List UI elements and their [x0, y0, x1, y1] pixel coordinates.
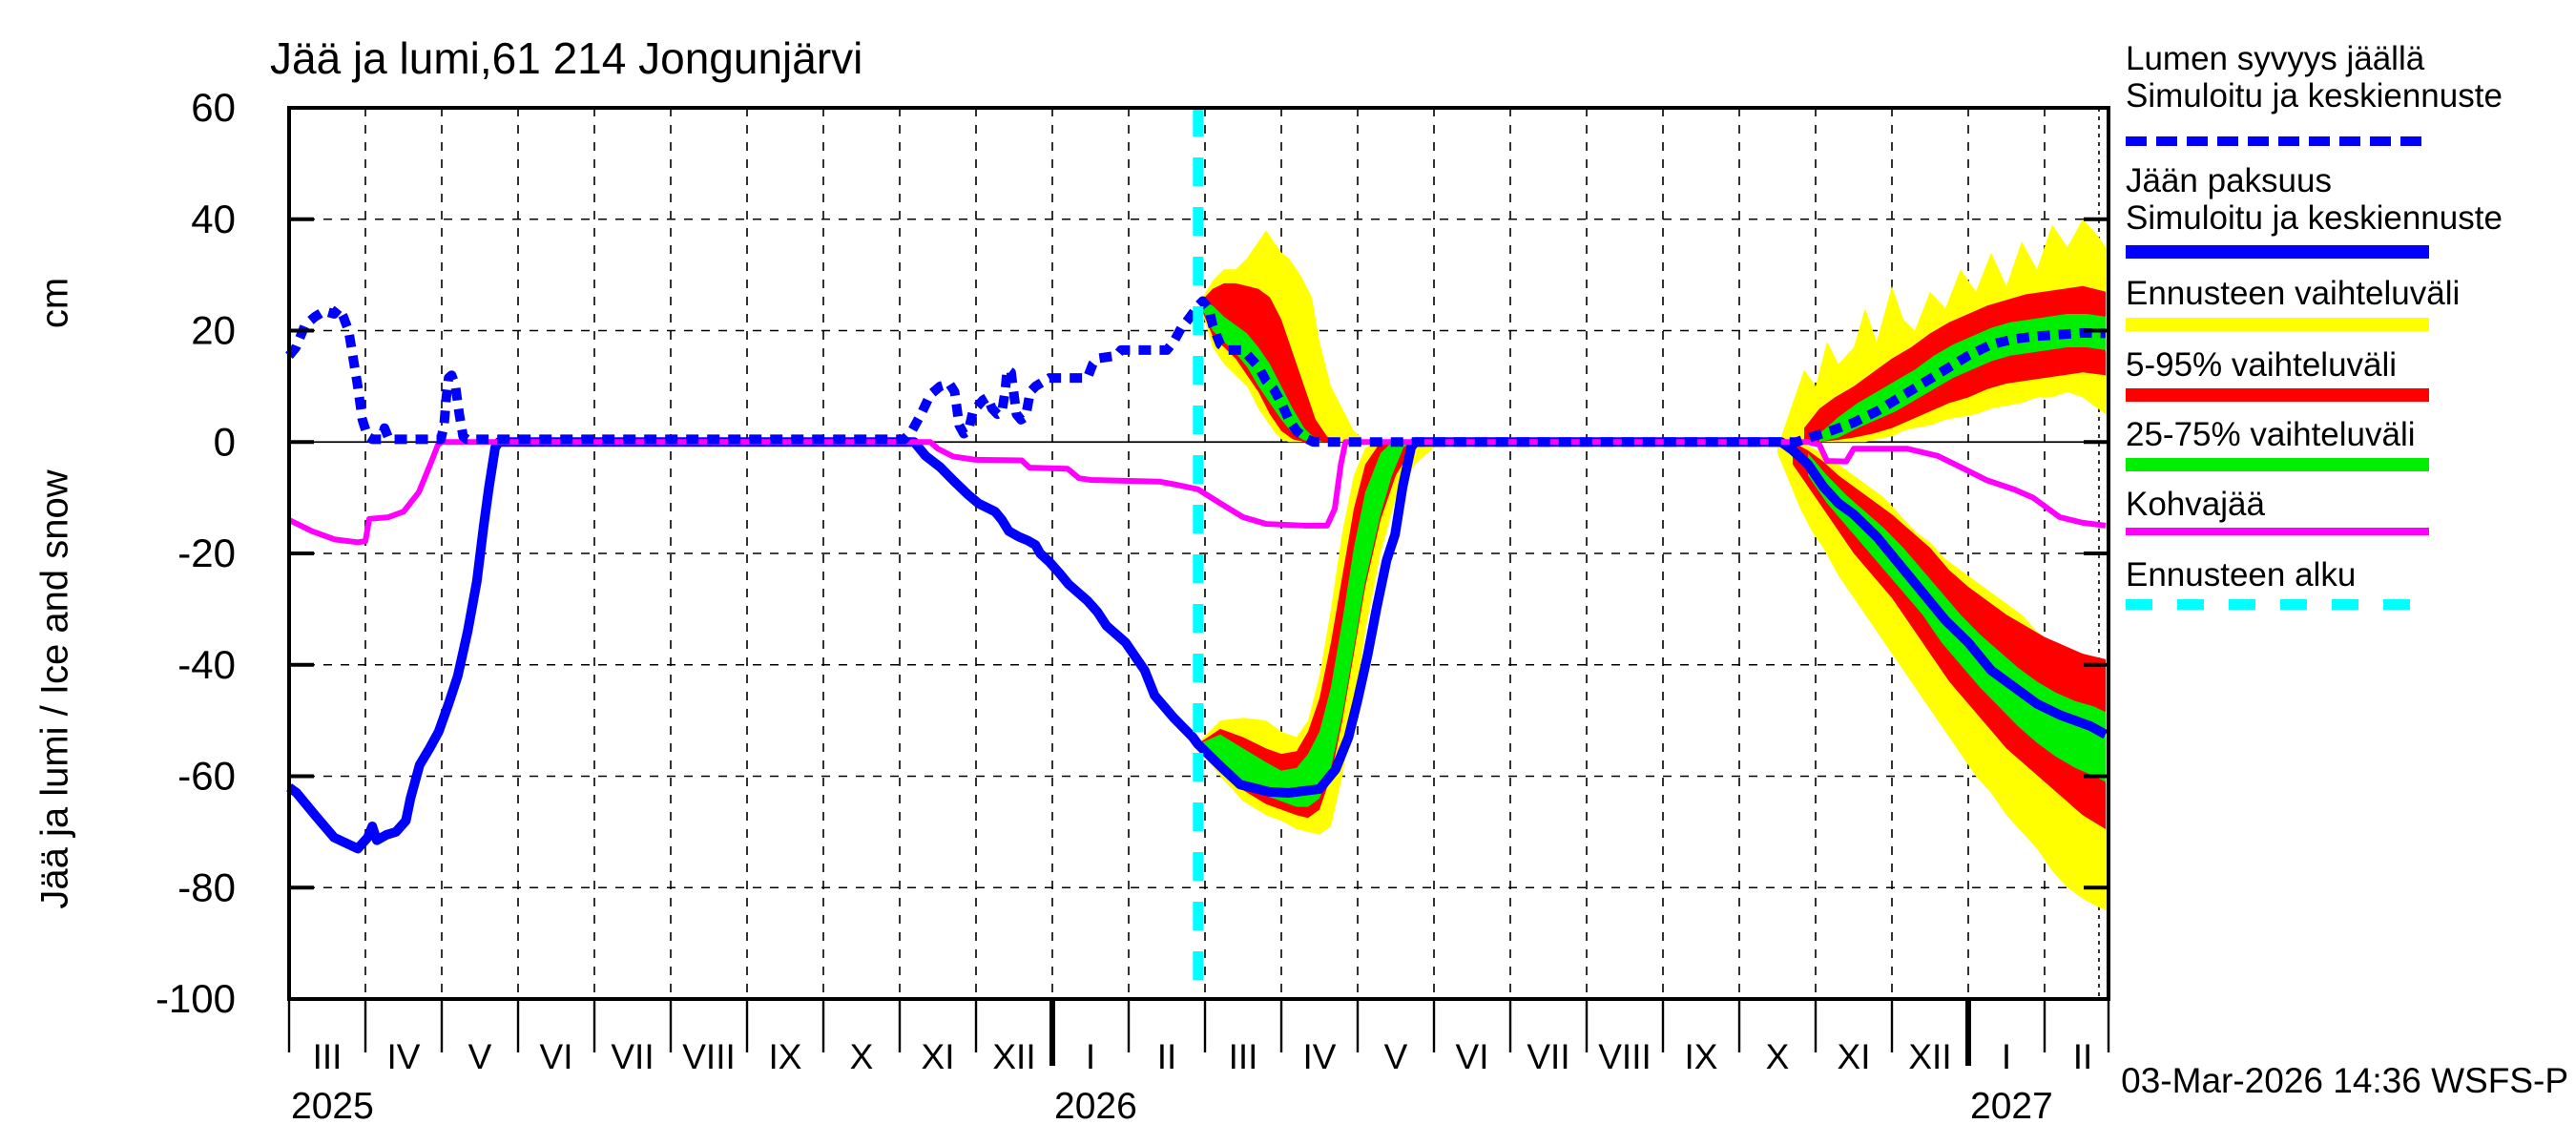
month-label: IX [769, 1037, 802, 1076]
line-snow-depth-on-ice-simulated-median [285, 296, 2107, 448]
month-label: VIII [1598, 1037, 1652, 1076]
month-label: VI [1456, 1037, 1489, 1076]
y-tick-label: -100 [156, 976, 236, 1021]
month-label: II [1157, 1037, 1177, 1076]
y-tick-label: 20 [191, 308, 236, 353]
green-band-swatch-icon [2126, 458, 2429, 471]
yellow-band-swatch-icon [2126, 318, 2429, 331]
legend-entry-green-band: 25-75% vaihteluväli [2126, 416, 2574, 471]
magenta-line-swatch-icon [2126, 528, 2429, 535]
month-label: V [1384, 1037, 1408, 1076]
year-label: 2027 [1970, 1086, 2053, 1127]
month-label: VIII [682, 1037, 736, 1076]
month-label: IV [1303, 1037, 1337, 1076]
legend-entry-magenta-line: Kohvajää [2126, 486, 2574, 535]
band-spring2026-snow-minmax [1201, 230, 1373, 443]
month-label: II [2073, 1037, 2093, 1076]
y-tick-label: -60 [177, 754, 236, 799]
legend-label: Ennusteen alku [2126, 556, 2357, 593]
blue-dashed-swatch-icon [2126, 136, 2429, 146]
year-label: 2026 [1054, 1086, 1137, 1127]
cyan-dashed-swatch-icon [2126, 599, 2429, 610]
y-tick-label: -80 [177, 864, 236, 909]
legend-label: Simuloitu ja keskiennuste [2126, 199, 2503, 237]
y-tick-label: 60 [191, 85, 236, 130]
legend-entry-blue-dashed: Lumen syvyys jäällä Simuloitu ja keskienn… [2126, 40, 2574, 146]
legend-label: Kohvajää [2126, 486, 2265, 523]
y-tick-label: -40 [177, 642, 236, 687]
legend-entry-yellow-band: Ennusteen vaihteluväli [2126, 275, 2574, 331]
line-ice-thickness-simulated-median [286, 437, 2109, 854]
month-label: X [850, 1037, 874, 1076]
month-label: XII [1908, 1037, 1951, 1076]
month-label: VI [540, 1037, 573, 1076]
month-label: XI [1838, 1037, 1871, 1076]
band-winter2027-snow-25-75 [1819, 313, 2106, 443]
legend-label: Lumen syvyys jäällä [2126, 40, 2425, 77]
legend-entry-blue-solid: Jään paksuus Simuloitu ja keskiennuste [2126, 162, 2574, 259]
legend-label: Ennusteen vaihteluväli [2126, 275, 2461, 312]
month-label: VII [611, 1037, 654, 1076]
y-tick-label: -20 [177, 531, 236, 575]
blue-solid-swatch-icon [2126, 245, 2429, 259]
month-label: III [1229, 1037, 1258, 1076]
chart-title: Jää ja lumi,61 214 Jongunjärvi [270, 33, 863, 83]
legend-label: 25-75% vaihteluväli [2126, 416, 2416, 453]
month-label: V [468, 1037, 492, 1076]
month-label: I [2002, 1037, 2011, 1076]
legend-label: Jään paksuus [2126, 162, 2332, 199]
month-label: IV [387, 1037, 421, 1076]
year-label: 2025 [291, 1086, 374, 1127]
month-label: VII [1527, 1037, 1569, 1076]
line-kohvajaa [287, 439, 2107, 546]
red-band-swatch-icon [2126, 388, 2429, 402]
month-label: XI [922, 1037, 955, 1076]
y-tick-label: 0 [214, 419, 236, 464]
month-label: XII [992, 1037, 1035, 1076]
y-tick-label: 40 [191, 197, 236, 241]
month-label: IX [1685, 1037, 1718, 1076]
month-label: I [1086, 1037, 1095, 1076]
month-label: X [1766, 1037, 1790, 1076]
legend-label: 5-95% vaihteluväli [2126, 346, 2398, 384]
band-spring2026-ice-25-75 [1201, 442, 1411, 807]
legend-entry-cyan-dashed: Ennusteen alku [2126, 556, 2574, 610]
month-label: III [313, 1037, 343, 1076]
legend-label: Simuloitu ja keskiennuste [2126, 77, 2503, 114]
timestamp-label: 03-Mar-2026 14:36 WSFS-P [2121, 1061, 2568, 1100]
legend-entry-red-band: 5-95% vaihteluväli [2126, 346, 2574, 402]
band-spring2026-ice-minmax [1201, 442, 1449, 835]
